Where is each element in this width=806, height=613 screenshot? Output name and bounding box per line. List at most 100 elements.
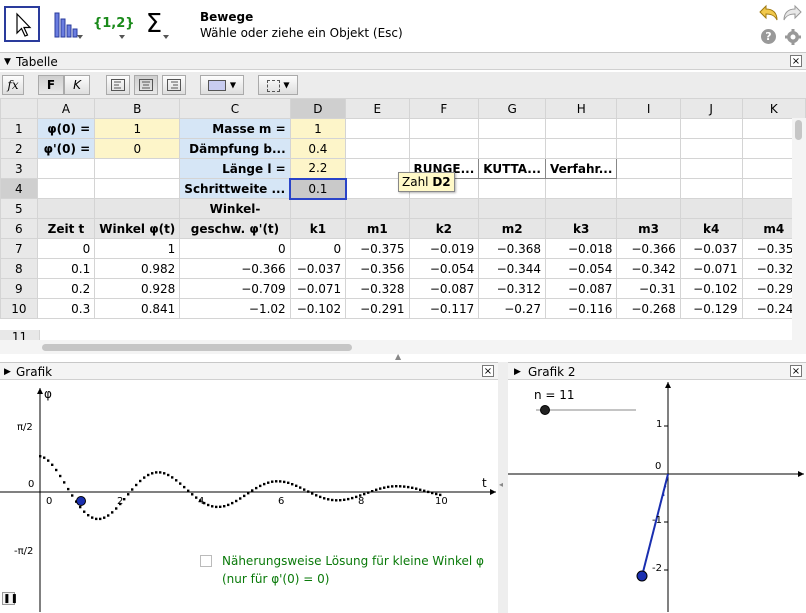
- cell[interactable]: [478, 118, 546, 139]
- cell[interactable]: k3: [544, 218, 618, 239]
- cell[interactable]: k4: [679, 218, 743, 239]
- cell[interactable]: −0.366: [179, 258, 291, 279]
- cell[interactable]: [345, 118, 410, 139]
- cell[interactable]: 0.3: [36, 298, 96, 319]
- expand-triangle-icon[interactable]: ▶: [4, 367, 11, 377]
- bar-chart-tool-button[interactable]: [50, 6, 86, 42]
- cell[interactable]: [289, 198, 347, 219]
- cell[interactable]: [36, 178, 96, 199]
- pendulum-bob[interactable]: [636, 570, 648, 582]
- cell[interactable]: −0.102: [289, 298, 347, 319]
- scrollbar-thumb[interactable]: [42, 344, 352, 351]
- row-header[interactable]: 5: [0, 198, 38, 219]
- cell[interactable]: −0.054: [544, 258, 618, 279]
- cell[interactable]: [616, 118, 681, 139]
- cell[interactable]: [544, 138, 618, 159]
- cell[interactable]: φ'(0) =: [36, 138, 96, 159]
- cell[interactable]: [544, 178, 618, 199]
- row-header[interactable]: 2: [0, 138, 38, 159]
- cell[interactable]: 0.841: [94, 298, 181, 319]
- cell[interactable]: 0: [289, 238, 347, 259]
- cell[interactable]: −0.328: [345, 278, 410, 299]
- column-header[interactable]: E: [345, 98, 410, 119]
- cell[interactable]: −0.312: [478, 278, 546, 299]
- column-header[interactable]: H: [544, 98, 618, 119]
- cell[interactable]: 1: [94, 238, 181, 259]
- cell[interactable]: −0.375: [345, 238, 410, 259]
- cell[interactable]: 2.2: [289, 158, 347, 179]
- cell[interactable]: [544, 118, 618, 139]
- cell[interactable]: 0.1: [36, 258, 96, 279]
- row-header[interactable]: 6: [0, 218, 38, 239]
- cell[interactable]: [616, 198, 681, 219]
- cell[interactable]: φ(0) =: [36, 118, 96, 139]
- cell[interactable]: −0.019: [408, 238, 480, 259]
- bold-button[interactable]: F: [38, 75, 64, 95]
- cell[interactable]: [679, 118, 743, 139]
- column-header[interactable]: B: [94, 98, 181, 119]
- column-header[interactable]: G: [478, 98, 546, 119]
- cell[interactable]: [679, 158, 743, 179]
- cell[interactable]: 0.4: [289, 138, 347, 159]
- column-header[interactable]: K: [741, 98, 806, 119]
- cell[interactable]: [345, 138, 410, 159]
- cell[interactable]: Winkel-: [179, 198, 291, 219]
- cell[interactable]: 1: [94, 118, 181, 139]
- cell[interactable]: [478, 178, 546, 199]
- cell[interactable]: −0.054: [408, 258, 480, 279]
- cell[interactable]: 0.928: [94, 278, 181, 299]
- cell[interactable]: Schrittweite ...: [179, 178, 291, 199]
- panel-divider[interactable]: ◂: [498, 362, 508, 613]
- cell[interactable]: −0.037: [679, 238, 743, 259]
- cell[interactable]: [36, 198, 96, 219]
- column-header[interactable]: D: [289, 98, 347, 119]
- scrollbar-thumb[interactable]: [795, 120, 802, 140]
- row-header[interactable]: 3: [0, 158, 38, 179]
- cell[interactable]: −0.129: [679, 298, 743, 319]
- cell[interactable]: geschw. φ'(t): [179, 218, 291, 239]
- cell[interactable]: [408, 138, 480, 159]
- cell[interactable]: [94, 198, 181, 219]
- cell[interactable]: −1.02: [179, 298, 291, 319]
- grafik2-view[interactable]: n = 11 1 0 -1 -2: [508, 362, 806, 613]
- border-style-dropdown[interactable]: ▼: [258, 75, 298, 95]
- close-icon[interactable]: ×: [790, 365, 802, 377]
- button-kutta[interactable]: KUTTA...: [478, 158, 546, 179]
- spreadsheet[interactable]: A B C D E F G H I J K 1 φ(0) = 1 Masse m…: [0, 98, 806, 319]
- expand-triangle-icon[interactable]: ▶: [514, 367, 521, 377]
- move-tool-button[interactable]: [4, 6, 40, 42]
- cell[interactable]: 0: [179, 238, 291, 259]
- cell[interactable]: m2: [478, 218, 546, 239]
- fx-button[interactable]: fx: [2, 75, 24, 95]
- cell[interactable]: 0.2: [36, 278, 96, 299]
- column-header[interactable]: J: [679, 98, 743, 119]
- small-angle-checkbox[interactable]: [200, 555, 212, 567]
- cell[interactable]: k1: [289, 218, 347, 239]
- cell[interactable]: [616, 158, 681, 179]
- cell[interactable]: −0.116: [544, 298, 618, 319]
- cell[interactable]: [36, 158, 96, 179]
- cell[interactable]: −0.244: [741, 298, 806, 319]
- sum-tool-button[interactable]: Σ: [136, 6, 172, 42]
- cell[interactable]: Länge l =: [179, 158, 291, 179]
- cell[interactable]: −0.292: [741, 278, 806, 299]
- button-verfahren[interactable]: Verfahr...: [544, 158, 618, 179]
- cell[interactable]: m3: [616, 218, 681, 239]
- column-header[interactable]: F: [408, 98, 480, 119]
- cell[interactable]: −0.087: [544, 278, 618, 299]
- horizontal-scrollbar[interactable]: [0, 340, 806, 354]
- pause-button[interactable]: ❚❚: [2, 592, 19, 605]
- close-icon[interactable]: ×: [790, 55, 802, 67]
- selected-cell[interactable]: 0.1: [289, 177, 347, 200]
- row-header[interactable]: 10: [0, 298, 38, 319]
- cell[interactable]: −0.31: [616, 278, 681, 299]
- cell[interactable]: [408, 118, 480, 139]
- cell[interactable]: −0.709: [179, 278, 291, 299]
- cell[interactable]: −0.356: [345, 258, 410, 279]
- cell[interactable]: −0.102: [679, 278, 743, 299]
- cell[interactable]: −0.087: [408, 278, 480, 299]
- cell[interactable]: −0.117: [408, 298, 480, 319]
- cell[interactable]: −0.071: [679, 258, 743, 279]
- list-tool-button[interactable]: {1,2}: [92, 6, 135, 42]
- cell[interactable]: [679, 138, 743, 159]
